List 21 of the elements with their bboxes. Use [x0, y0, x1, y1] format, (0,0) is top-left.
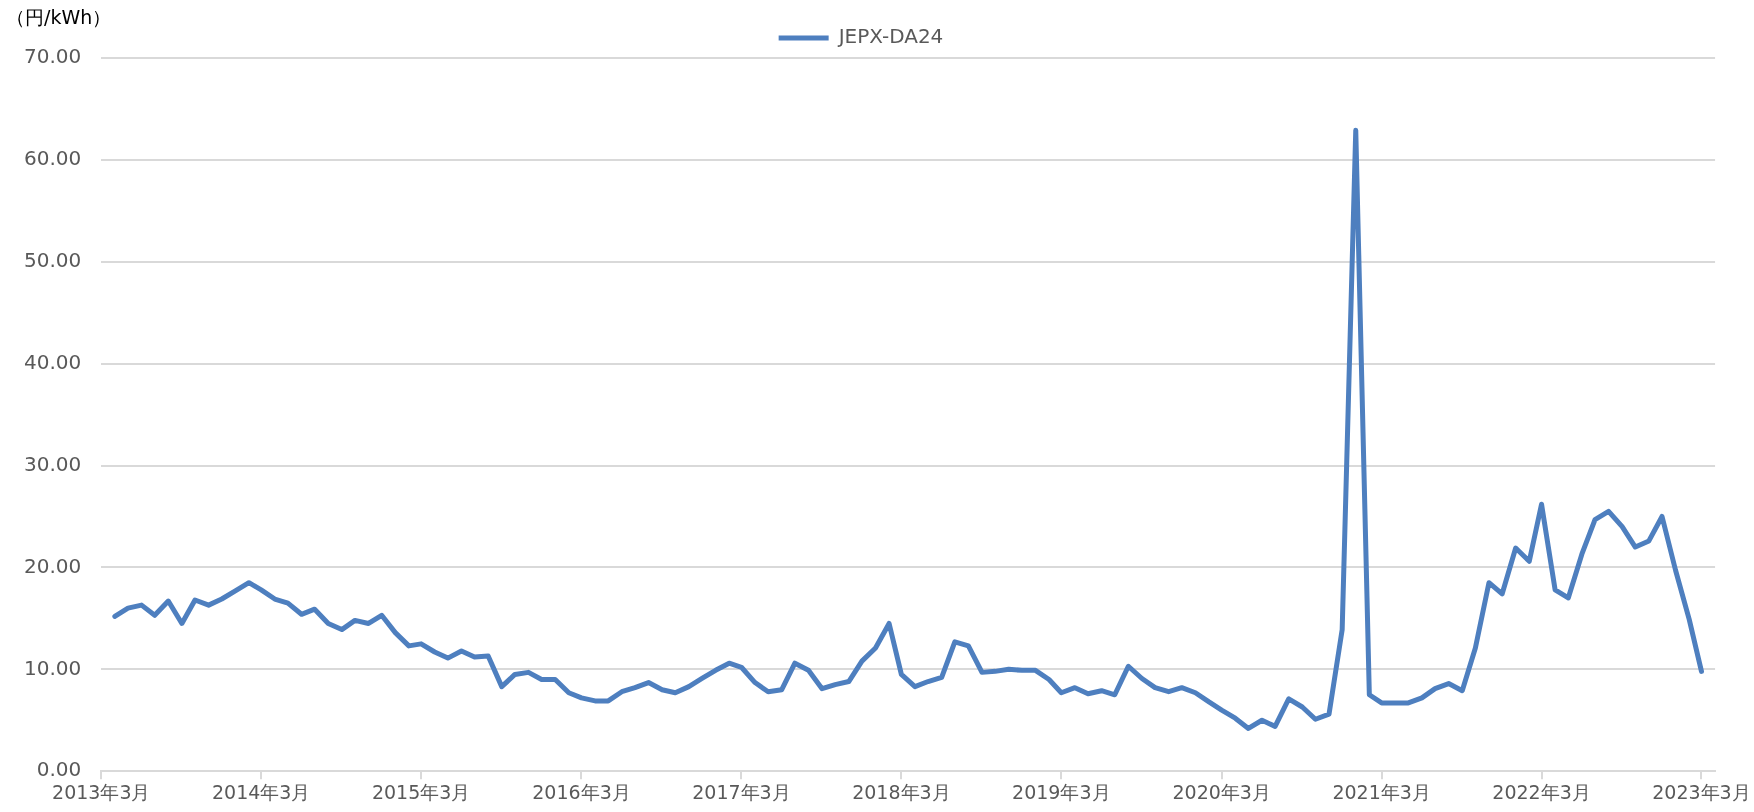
y-tick-label: 40.00 [23, 349, 82, 374]
x-tick-label: 2017年3月 [692, 780, 791, 803]
x-tick-label: 2018年3月 [852, 780, 951, 803]
x-tick-label: 2022年3月 [1492, 780, 1591, 803]
x-tick-label: 2016年3月 [532, 780, 631, 803]
x-tick-label: 2015年3月 [371, 780, 471, 803]
y-tick-label: 0.00 [36, 757, 82, 782]
x-tick-label: 2014年3月 [211, 780, 311, 803]
y-axis-title: （円/kWh） [6, 6, 112, 29]
y-tick-label: 10.00 [23, 655, 82, 680]
y-tick-label: 70.00 [23, 44, 82, 69]
x-tick-label: 2021年3月 [1332, 780, 1431, 803]
legend-label: JEPX-DA24 [836, 24, 944, 49]
x-tick-label: 2019年3月 [1012, 780, 1111, 803]
y-tick-label: 50.00 [23, 247, 82, 272]
y-tick-label: 30.00 [23, 451, 82, 476]
y-tick-label: 20.00 [23, 553, 82, 578]
y-tick-label: 60.00 [23, 146, 82, 171]
x-tick-label: 2013年3月 [52, 780, 151, 803]
x-tick-label: 2020年3月 [1172, 780, 1271, 803]
x-tick-label: 2023年3月 [1652, 780, 1751, 803]
